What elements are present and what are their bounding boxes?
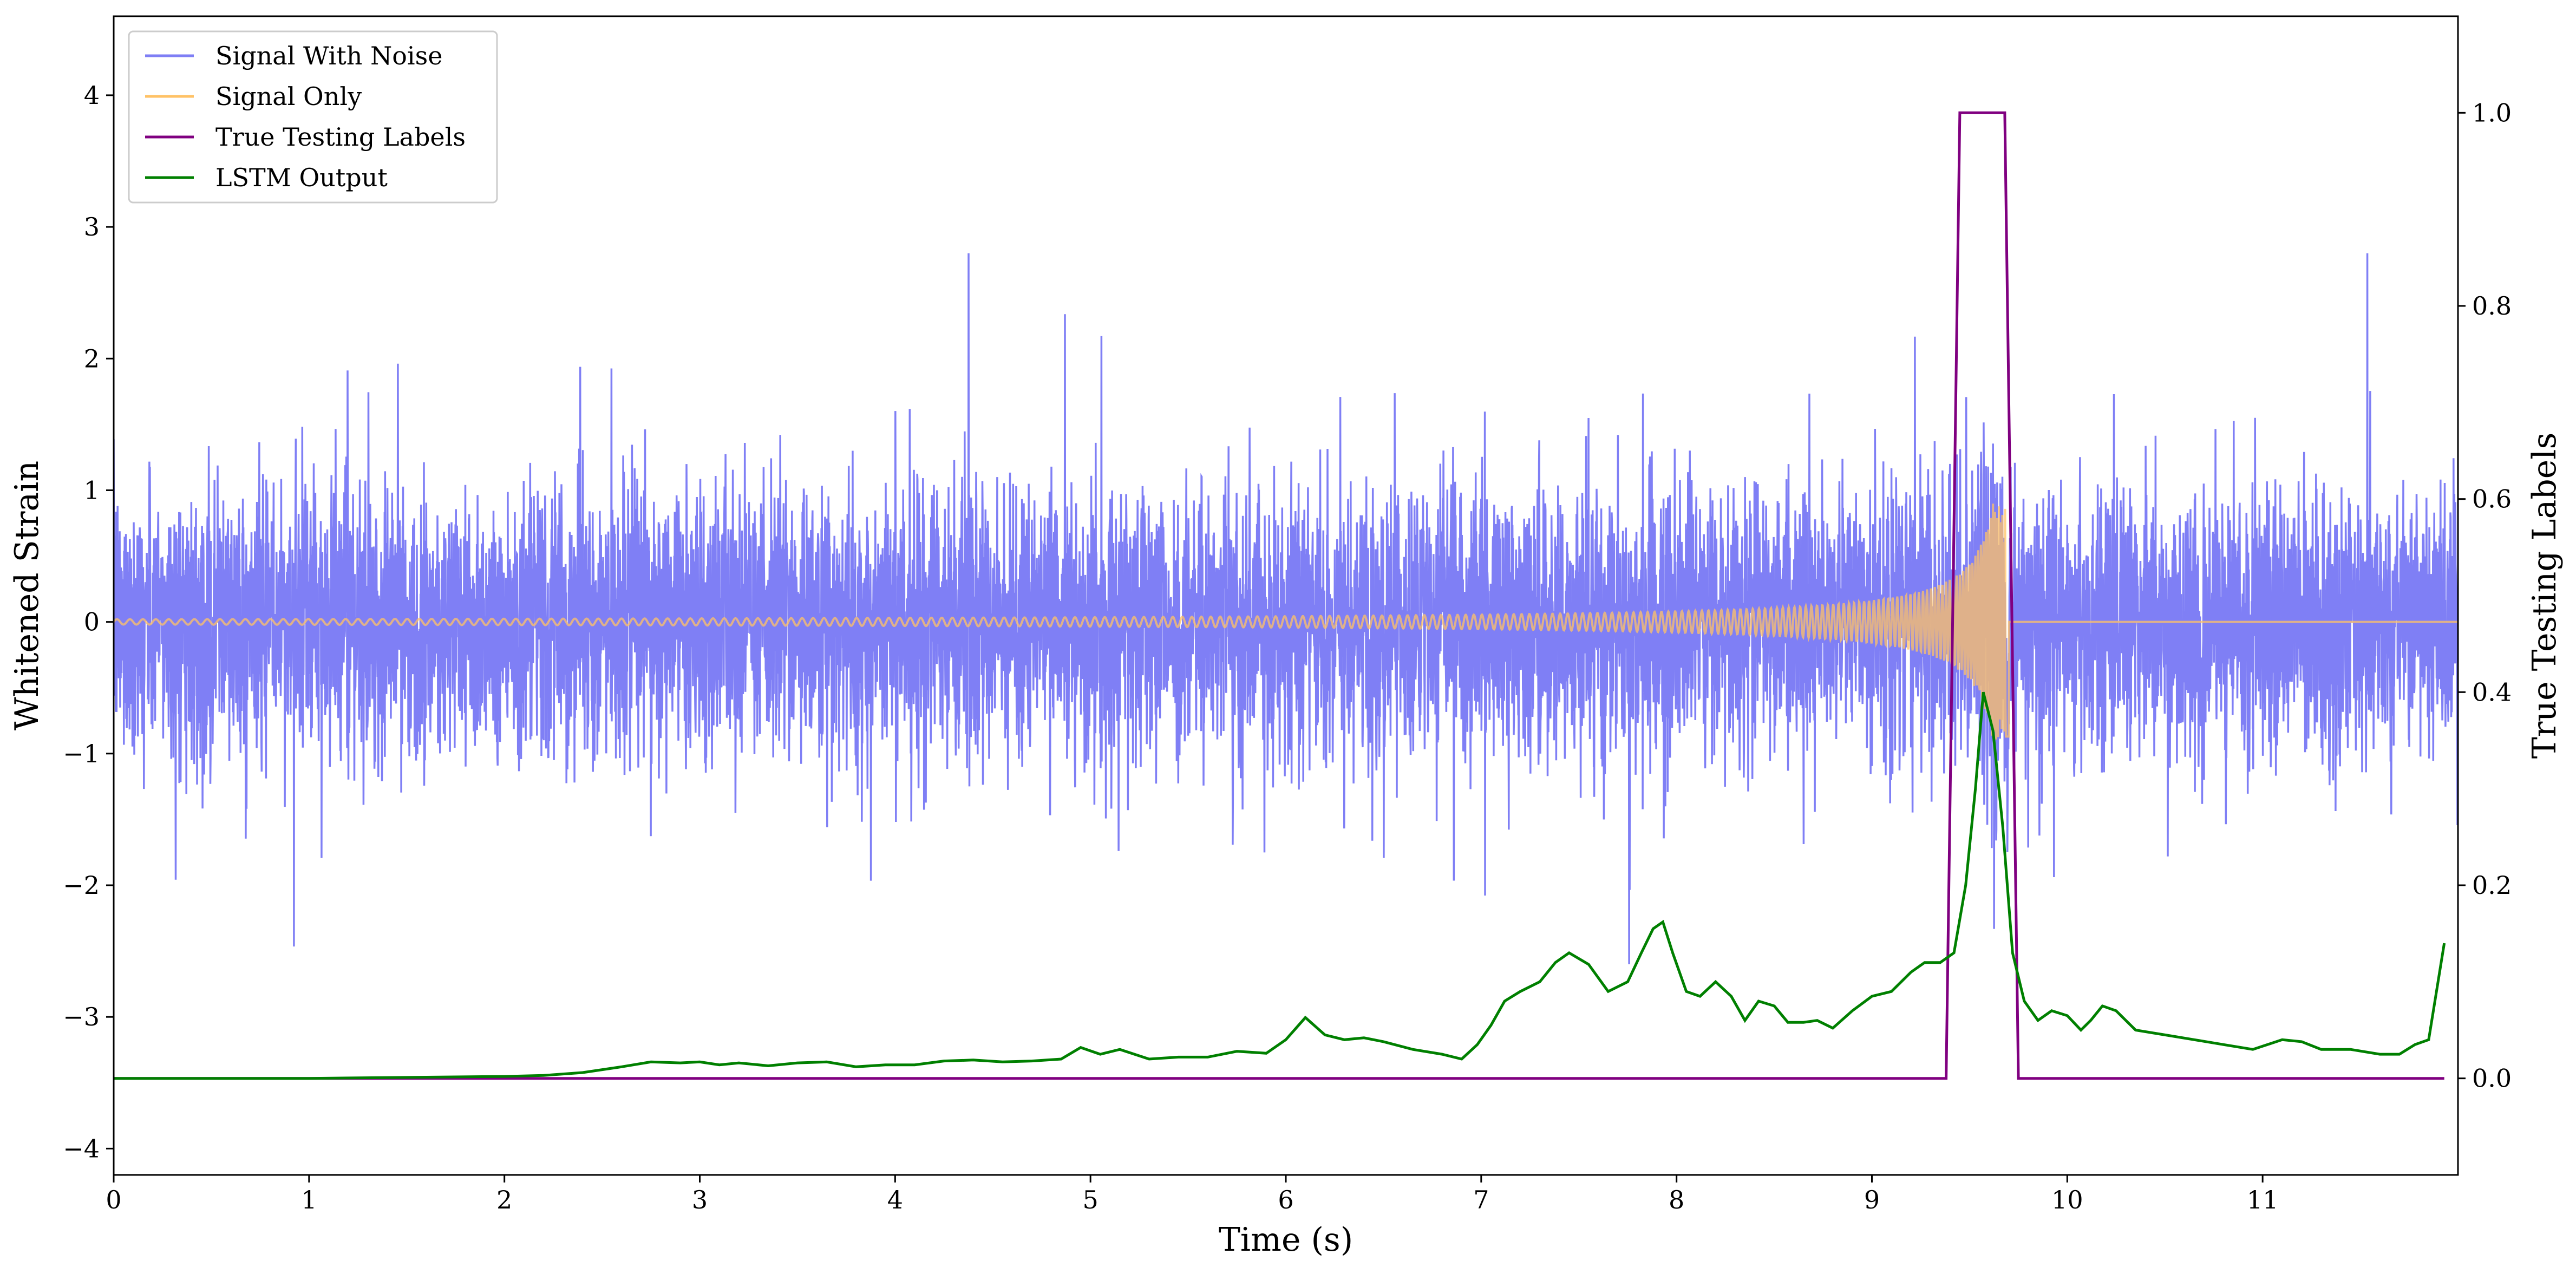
legend-frame bbox=[128, 30, 498, 204]
series-true-testing-labels-line bbox=[114, 111, 2444, 1080]
series-signal-only-line bbox=[114, 504, 2458, 740]
y-left-tick-label: 4 bbox=[84, 81, 100, 110]
y-left-tick-label: −4 bbox=[63, 1134, 100, 1163]
x-tick-label: 11 bbox=[2247, 1185, 2279, 1214]
x-axis: 0 1 2 3 4 5 6 7 8 9 10 11 bbox=[106, 1175, 2278, 1214]
x-tick-label: 2 bbox=[496, 1185, 512, 1214]
y-right-tick-label: 0.8 bbox=[2472, 291, 2512, 321]
y-left-tick-label: 1 bbox=[84, 475, 100, 505]
series-layer bbox=[114, 111, 2458, 1080]
legend-label: LSTM Output bbox=[215, 163, 388, 192]
x-axis-label: Time (s) bbox=[1219, 1221, 1353, 1259]
y-left-tick-label: 2 bbox=[84, 344, 100, 373]
x-tick-label: 6 bbox=[1278, 1185, 1293, 1214]
y-left-tick-label: 0 bbox=[84, 607, 100, 637]
legend: Signal With Noise Signal Only True Testing… bbox=[128, 30, 498, 204]
x-tick-label: 1 bbox=[301, 1185, 317, 1214]
x-tick-label: 5 bbox=[1083, 1185, 1099, 1214]
x-tick-label: 7 bbox=[1473, 1185, 1489, 1214]
y-left-tick-label: −1 bbox=[63, 739, 100, 768]
legend-label: Signal With Noise bbox=[215, 41, 442, 70]
y-right-tick-label: 0.0 bbox=[2472, 1064, 2512, 1093]
y-left-tick-label: −2 bbox=[63, 871, 100, 900]
y-right-tick-label: 0.2 bbox=[2472, 871, 2512, 900]
y-axis-left-label: Whitened Strain bbox=[8, 461, 46, 730]
x-tick-label: 0 bbox=[106, 1185, 121, 1214]
series-signal-with-noise-line bbox=[114, 253, 2458, 964]
x-tick-label: 9 bbox=[1864, 1185, 1880, 1214]
y-axis-right: 0.0 0.2 0.4 0.6 0.8 1.0 bbox=[2458, 98, 2512, 1093]
y-right-tick-label: 0.6 bbox=[2472, 485, 2512, 514]
series-lstm-output-line bbox=[114, 691, 2446, 1080]
x-tick-label: 10 bbox=[2051, 1185, 2083, 1214]
x-tick-label: 4 bbox=[887, 1185, 903, 1214]
legend-label: Signal Only bbox=[215, 82, 362, 111]
y-right-tick-label: 1.0 bbox=[2472, 98, 2512, 127]
y-axis-left: −4 −3 −2 −1 0 1 2 3 4 bbox=[63, 81, 114, 1163]
x-tick-label: 8 bbox=[1669, 1185, 1684, 1214]
y-right-tick-label: 0.4 bbox=[2472, 677, 2512, 707]
y-left-tick-label: −3 bbox=[63, 1002, 100, 1031]
x-tick-label: 3 bbox=[692, 1185, 708, 1214]
y-left-tick-label: 3 bbox=[84, 212, 100, 241]
y-axis-right-label: True Testing Labels bbox=[2526, 433, 2564, 759]
legend-label: True Testing Labels bbox=[215, 122, 466, 152]
